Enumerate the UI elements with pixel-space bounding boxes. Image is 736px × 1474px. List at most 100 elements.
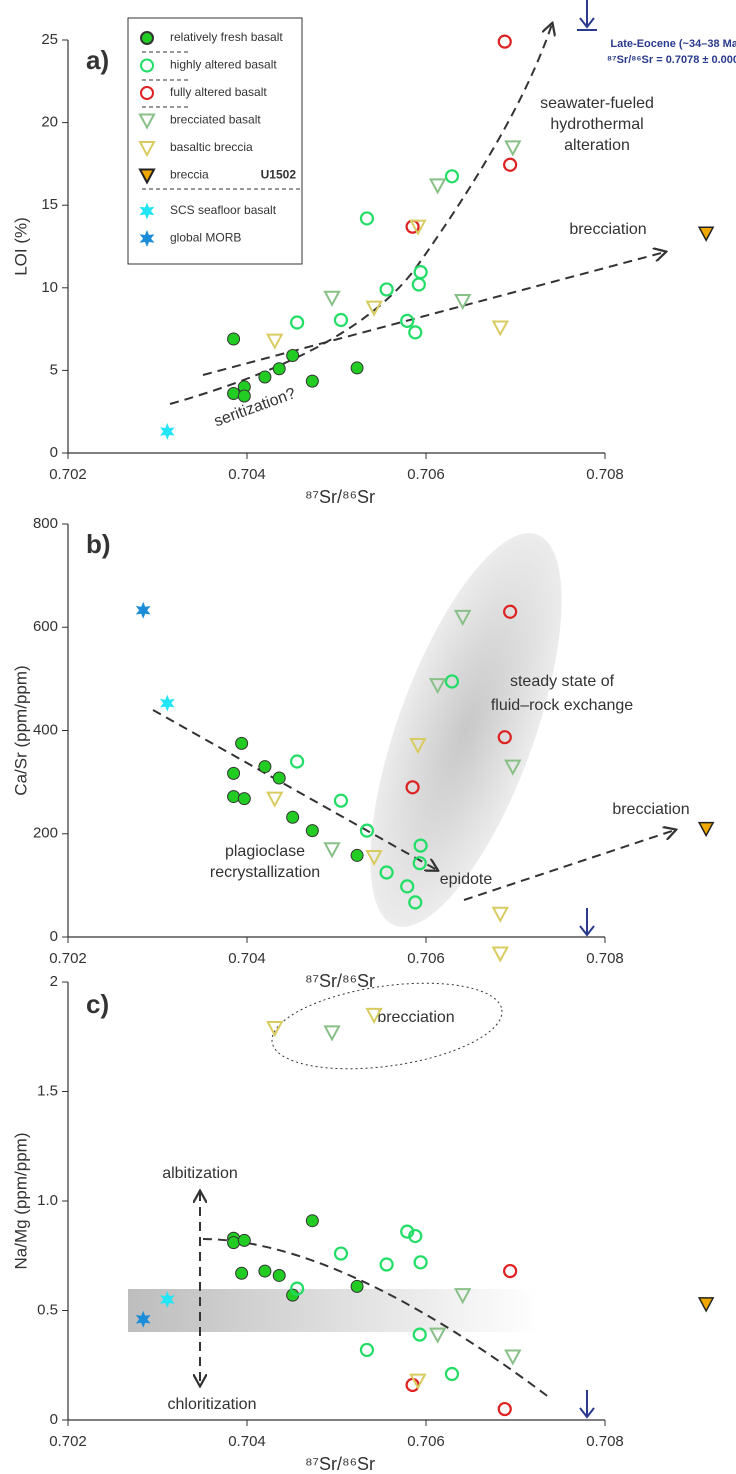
- x-tick-label: 0.706: [407, 950, 445, 967]
- point: [697, 226, 715, 242]
- legend-label: basaltic breccia: [170, 140, 253, 154]
- point: [160, 1291, 175, 1308]
- legend-divider: [142, 51, 300, 190]
- point: [497, 34, 512, 49]
- point: [400, 313, 415, 328]
- point: [286, 349, 300, 363]
- point: [333, 1246, 349, 1261]
- point: [305, 1214, 319, 1228]
- point: [290, 754, 305, 769]
- point: [266, 791, 284, 808]
- annotation: brecciation: [612, 801, 689, 818]
- legend-label: highly altered basalt: [170, 58, 277, 72]
- y-tick-label: 800: [33, 515, 58, 532]
- point: [454, 1288, 472, 1305]
- point: [428, 678, 447, 695]
- point: [411, 277, 426, 292]
- point: [491, 906, 509, 923]
- annotation: chloritization: [168, 1396, 257, 1413]
- point: [258, 760, 272, 774]
- point: [305, 374, 319, 388]
- point: [428, 1327, 447, 1344]
- annotation: seawater-fueled: [540, 95, 654, 112]
- point: [237, 1233, 251, 1247]
- trend-arrow: [463, 830, 675, 901]
- point: [444, 1366, 460, 1382]
- point: [379, 1257, 394, 1272]
- annotation: seritization?: [212, 385, 298, 430]
- point: [400, 1224, 415, 1239]
- point: [697, 1297, 715, 1313]
- annotation: epidote: [440, 871, 493, 888]
- point: [444, 169, 460, 184]
- annotation: brecciation: [377, 1009, 454, 1026]
- point: [409, 1373, 427, 1390]
- point: [266, 333, 284, 350]
- legend-marker: [138, 168, 156, 185]
- legend-marker: [138, 141, 156, 158]
- point: [412, 856, 427, 871]
- y-tick-label: 15: [41, 196, 58, 213]
- point: [504, 140, 522, 157]
- point: [350, 361, 364, 375]
- legend-label: SCS seafloor basalt: [170, 203, 277, 217]
- point: [305, 824, 319, 838]
- point: [379, 865, 394, 880]
- point: [413, 838, 428, 853]
- y-tick-label: 600: [33, 618, 58, 635]
- y-axis-label: LOI (%): [11, 217, 30, 276]
- x-tick-label: 0.704: [228, 950, 266, 967]
- point: [323, 842, 341, 859]
- point: [258, 370, 272, 384]
- y-tick-label: 1.0: [37, 1192, 58, 1209]
- point: [409, 737, 427, 755]
- y-tick-label: 0.5: [37, 1301, 58, 1318]
- legend-label: fully altered basalt: [170, 85, 267, 99]
- point: [333, 312, 349, 328]
- point: [413, 265, 428, 280]
- x-tick-label: 0.702: [49, 950, 87, 967]
- trend-arrow: [152, 709, 437, 870]
- point: [290, 1281, 305, 1296]
- point: [504, 1349, 522, 1366]
- point: [235, 736, 249, 750]
- x-tick-label: 0.708: [586, 466, 624, 483]
- point: [227, 332, 241, 346]
- point: [272, 362, 286, 376]
- point: [491, 320, 509, 337]
- annotation: albitization: [162, 1165, 238, 1182]
- age-arrow: [577, 0, 597, 31]
- point: [266, 1020, 284, 1038]
- x-tick-label: 0.706: [407, 1433, 445, 1450]
- point: [333, 793, 349, 808]
- point: [408, 325, 423, 340]
- y-tick-label: 0: [50, 444, 58, 461]
- x-tick-label: 0.706: [407, 466, 445, 483]
- point: [454, 294, 472, 311]
- x-tick-label: 0.702: [49, 1433, 87, 1450]
- y-axis-label: Na/Mg (ppm/ppm): [11, 1133, 30, 1270]
- annotation: ⁸⁷Sr/⁸⁶Sr = 0.7078 ± 0.0001: [607, 54, 736, 66]
- point: [227, 766, 241, 780]
- annotation: alteration: [564, 137, 630, 154]
- y-tick-label: 5: [50, 361, 58, 378]
- legend-label: breccia: [170, 168, 209, 182]
- y-tick-label: 400: [33, 721, 58, 738]
- legend-marker: [140, 31, 154, 45]
- panel-label: b): [86, 529, 111, 559]
- y-tick-label: 200: [33, 825, 58, 842]
- point: [379, 282, 394, 297]
- point: [428, 178, 447, 195]
- point: [258, 1264, 272, 1278]
- annotation: steady state of: [510, 673, 615, 690]
- point: [160, 423, 175, 440]
- panel-label: c): [86, 989, 109, 1019]
- y-tick-label: 0: [50, 928, 58, 945]
- y-tick-label: 0: [50, 1411, 58, 1428]
- annotation: plagioclase: [225, 843, 305, 860]
- point: [400, 879, 415, 894]
- point: [237, 792, 251, 806]
- x-tick-label: 0.704: [228, 466, 266, 483]
- point: [405, 780, 420, 795]
